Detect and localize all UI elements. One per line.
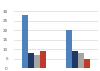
Bar bbox=[22, 15, 28, 68]
Bar bbox=[66, 30, 72, 68]
Bar bbox=[84, 59, 90, 68]
Bar bbox=[40, 51, 46, 68]
Bar bbox=[28, 53, 34, 68]
Bar bbox=[34, 55, 40, 68]
Bar bbox=[72, 51, 78, 68]
Bar bbox=[78, 53, 84, 68]
